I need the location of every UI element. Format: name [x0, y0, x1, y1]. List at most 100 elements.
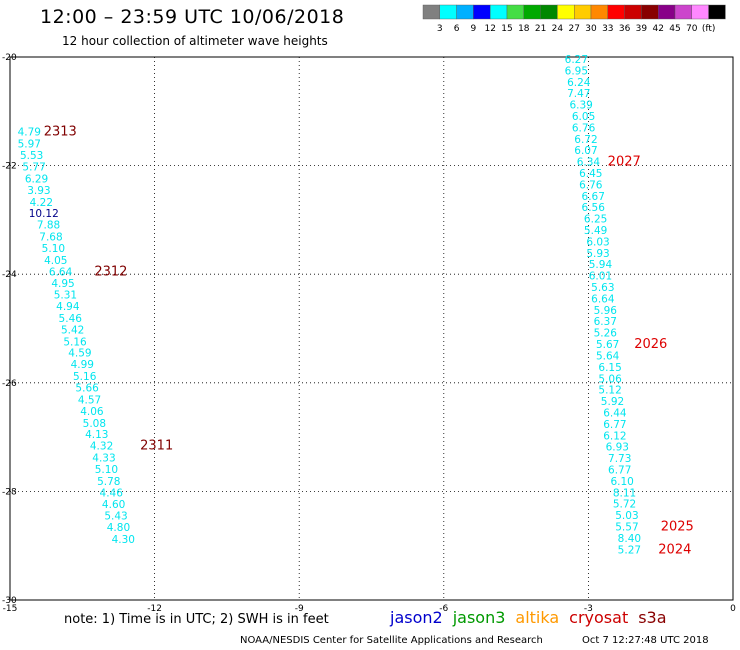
wave-height-value: 5.66	[75, 382, 99, 394]
colorbar-label: 18	[518, 24, 530, 34]
wave-height-value: 6.39	[569, 100, 592, 112]
x-tick-label: -6	[439, 604, 448, 614]
colorbar-swatch	[607, 4, 625, 20]
wave-height-value: 4.94	[56, 301, 80, 313]
wave-height-value: 5.08	[83, 418, 106, 430]
wave-height-value: 7.47	[567, 88, 590, 100]
colorbar-legend: 3 6 9 12 15 18 21 24 27 30 33 36 39 42 45 70 (ft)	[422, 4, 726, 34]
colorbar-label: 3	[437, 24, 443, 34]
wave-height-value: 5.46	[59, 313, 83, 325]
y-tick-label: -28	[2, 487, 17, 497]
wave-height-value: 5.06	[598, 373, 622, 385]
wave-height-value: 7.68	[39, 232, 62, 244]
wave-height-value: 8.40	[618, 533, 641, 545]
axis-ticks: -15 -12 -9 -6 -3 0-20-22-24-26-28-30	[2, 53, 736, 614]
wave-height-value: 3.93	[27, 185, 50, 197]
pass-time-label: 2311	[140, 439, 173, 454]
colorbar-label: 70	[686, 24, 698, 34]
wave-height-value: 4.13	[85, 429, 108, 441]
satellite-legend-item: jason2	[390, 608, 443, 627]
wave-height-value: 5.10	[42, 243, 65, 255]
wave-height-value: 6.45	[579, 168, 602, 180]
colorbar-swatch	[523, 4, 541, 20]
wave-height-value: 6.25	[584, 214, 607, 226]
colorbar-swatch	[473, 4, 491, 20]
wave-height-value: 6.64	[591, 293, 615, 305]
wave-height-value: 5.12	[598, 385, 621, 397]
colorbar-swatch	[456, 4, 474, 20]
colorbar-label: 42	[652, 24, 663, 34]
wave-height-value: 4.99	[71, 359, 94, 371]
y-tick-label: -30	[2, 596, 17, 606]
colorbar-swatch	[557, 4, 575, 20]
wave-height-value: 4.32	[90, 441, 113, 453]
wave-height-value: 6.77	[603, 419, 626, 431]
wave-height-value: 4.33	[92, 453, 115, 465]
x-tick-label: 0	[730, 604, 736, 614]
colorbar-swatch	[574, 4, 592, 20]
colorbar-label: 9	[471, 24, 477, 34]
satellite-legend-item: altika	[515, 608, 560, 627]
wave-height-value: 6.56	[582, 202, 606, 214]
wave-height-value: 4.46	[100, 487, 124, 499]
map-grid	[9, 56, 734, 601]
wave-height-value: 5.57	[615, 521, 638, 533]
wave-height-value: 6.29	[25, 173, 48, 185]
wave-height-value: 5.26	[594, 328, 618, 340]
wave-height-value: 5.42	[61, 324, 84, 336]
satellite-legend-item: s3a	[638, 608, 667, 627]
wave-height-value: 6.64	[49, 266, 73, 278]
colorbar-label: 21	[535, 24, 546, 34]
pass-time-label: 2313	[44, 125, 77, 140]
wave-height-value: 4.95	[51, 278, 74, 290]
wave-height-value: 6.93	[606, 442, 629, 454]
colorbar-label: 36	[619, 24, 631, 34]
wave-height-value: 6.72	[574, 134, 597, 146]
wave-height-value: 5.16	[73, 371, 97, 383]
colorbar-swatch	[506, 4, 524, 20]
wave-height-value: 5.31	[54, 290, 77, 302]
wave-height-value: 5.27	[618, 544, 641, 556]
colorbar-label: 6	[454, 24, 460, 34]
wave-height-value: 6.12	[603, 430, 626, 442]
credit-line: NOAA/NESDIS Center for Satellite Applica…	[240, 635, 543, 646]
wave-height-value: 4.59	[68, 348, 91, 360]
wave-height-value: 5.72	[613, 499, 636, 511]
wave-height-value: 6.76	[572, 122, 596, 134]
colorbar-label: 12	[484, 24, 495, 34]
wave-height-value: 6.44	[603, 407, 627, 419]
colorbar-swatch	[624, 4, 642, 20]
wave-height-value: 4.57	[78, 394, 101, 406]
wave-height-value: 5.77	[22, 161, 45, 173]
wave-height-value: 6.34	[577, 157, 601, 169]
pass-time-label: 2024	[658, 542, 691, 557]
colorbar-label: 45	[669, 24, 680, 34]
wave-height-value: 4.30	[112, 534, 135, 546]
pass-time-labels: 2313 2312 2311 2027 2026 2025 2024	[44, 125, 694, 558]
colorbar-swatch	[490, 4, 508, 20]
pass-time-label: 2026	[634, 337, 667, 352]
wave-height-value: 5.94	[589, 259, 613, 271]
colorbar-swatch	[590, 4, 608, 20]
wave-height-value: 6.27	[565, 54, 588, 66]
wave-height-value: 6.01	[589, 271, 612, 283]
wave-height-value: 5.67	[596, 339, 619, 351]
colorbar-swatch	[439, 4, 457, 20]
wave-height-value: 5.43	[104, 511, 127, 523]
x-tick-label: -12	[147, 604, 162, 614]
wave-height-value: 6.07	[574, 145, 597, 157]
colorbar-swatch	[674, 4, 692, 20]
wave-height-value: 10.12	[29, 208, 59, 220]
x-tick-label: -9	[295, 604, 304, 614]
wave-height-value: 4.79	[18, 127, 41, 139]
colorbar-label: 39	[636, 24, 648, 34]
y-tick-label: -20	[2, 53, 17, 63]
wave-height-value: 5.10	[95, 464, 118, 476]
pass-time-label: 2025	[661, 519, 694, 534]
x-tick-label: -15	[3, 604, 18, 614]
wave-height-value: 5.16	[63, 336, 87, 348]
wave-height-value: 6.10	[610, 476, 633, 488]
pass-time-label: 2027	[608, 155, 641, 170]
wave-height-value: 5.96	[594, 305, 618, 317]
